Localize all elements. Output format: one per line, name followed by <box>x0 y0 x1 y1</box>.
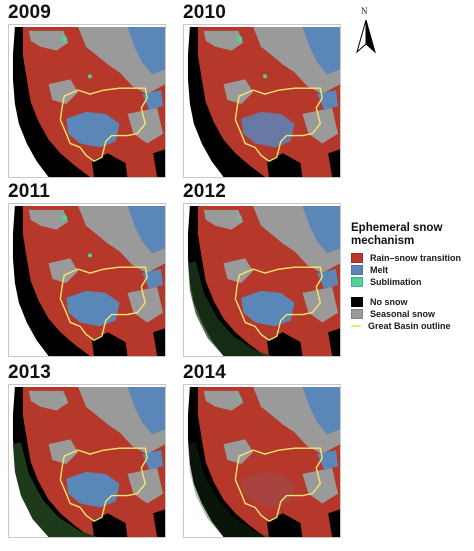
legend-item-no-snow: No snow <box>351 296 473 308</box>
year-label-2011: 2011 <box>8 181 51 202</box>
year-label-2014: 2014 <box>183 362 227 383</box>
legend-title-line2: mechanism <box>351 235 415 247</box>
legend-label-rain-snow: Rain–snow transition <box>370 253 462 263</box>
year-label-2013: 2013 <box>8 362 52 383</box>
legend-gap <box>351 288 473 296</box>
legend-swatch-sublimation <box>351 277 363 287</box>
legend-line-basin-outline <box>351 325 361 327</box>
legend-label-sublimation: Sublimation <box>370 277 422 287</box>
legend-label-no-snow: No snow <box>370 297 408 307</box>
legend-swatch-rain-snow <box>351 253 363 263</box>
legend-item-rain-snow: Rain–snow transition <box>351 252 473 264</box>
map-panel-2014 <box>183 384 341 538</box>
year-label-2012: 2012 <box>183 181 227 202</box>
legend-swatch-melt <box>351 265 363 275</box>
legend-title: Ephemeral snow mechanism <box>351 222 473 248</box>
legend-title-line1: Ephemeral snow <box>351 222 443 234</box>
legend-label-basin-outline: Great Basin outline <box>368 321 451 331</box>
legend-item-melt: Melt <box>351 264 473 276</box>
map-panel-2012 <box>183 203 341 357</box>
year-label-2009: 2009 <box>8 2 52 23</box>
map-svg <box>184 385 340 537</box>
map-panel-2011 <box>8 203 166 357</box>
map-svg <box>9 385 165 537</box>
legend-item-seasonal-snow: Seasonal snow <box>351 308 473 320</box>
map-panel-2010 <box>183 24 341 178</box>
legend-label-melt: Melt <box>370 265 388 275</box>
legend-item-basin-outline: Great Basin outline <box>351 320 473 332</box>
map-svg <box>184 204 340 356</box>
map-panel-2013 <box>8 384 166 538</box>
map-svg <box>184 25 340 177</box>
legend-label-seasonal-snow: Seasonal snow <box>370 309 436 319</box>
map-svg <box>9 204 165 356</box>
legend-item-sublimation: Sublimation <box>351 276 473 288</box>
north-arrow-icon <box>356 19 376 54</box>
year-label-2010: 2010 <box>183 2 227 23</box>
legend: Ephemeral snow mechanism Rain–snow trans… <box>351 222 473 332</box>
legend-swatch-seasonal-snow <box>351 309 363 319</box>
map-panel-2009 <box>8 24 166 178</box>
map-svg <box>9 25 165 177</box>
north-label: N <box>361 6 368 16</box>
legend-swatch-no-snow <box>351 297 363 307</box>
